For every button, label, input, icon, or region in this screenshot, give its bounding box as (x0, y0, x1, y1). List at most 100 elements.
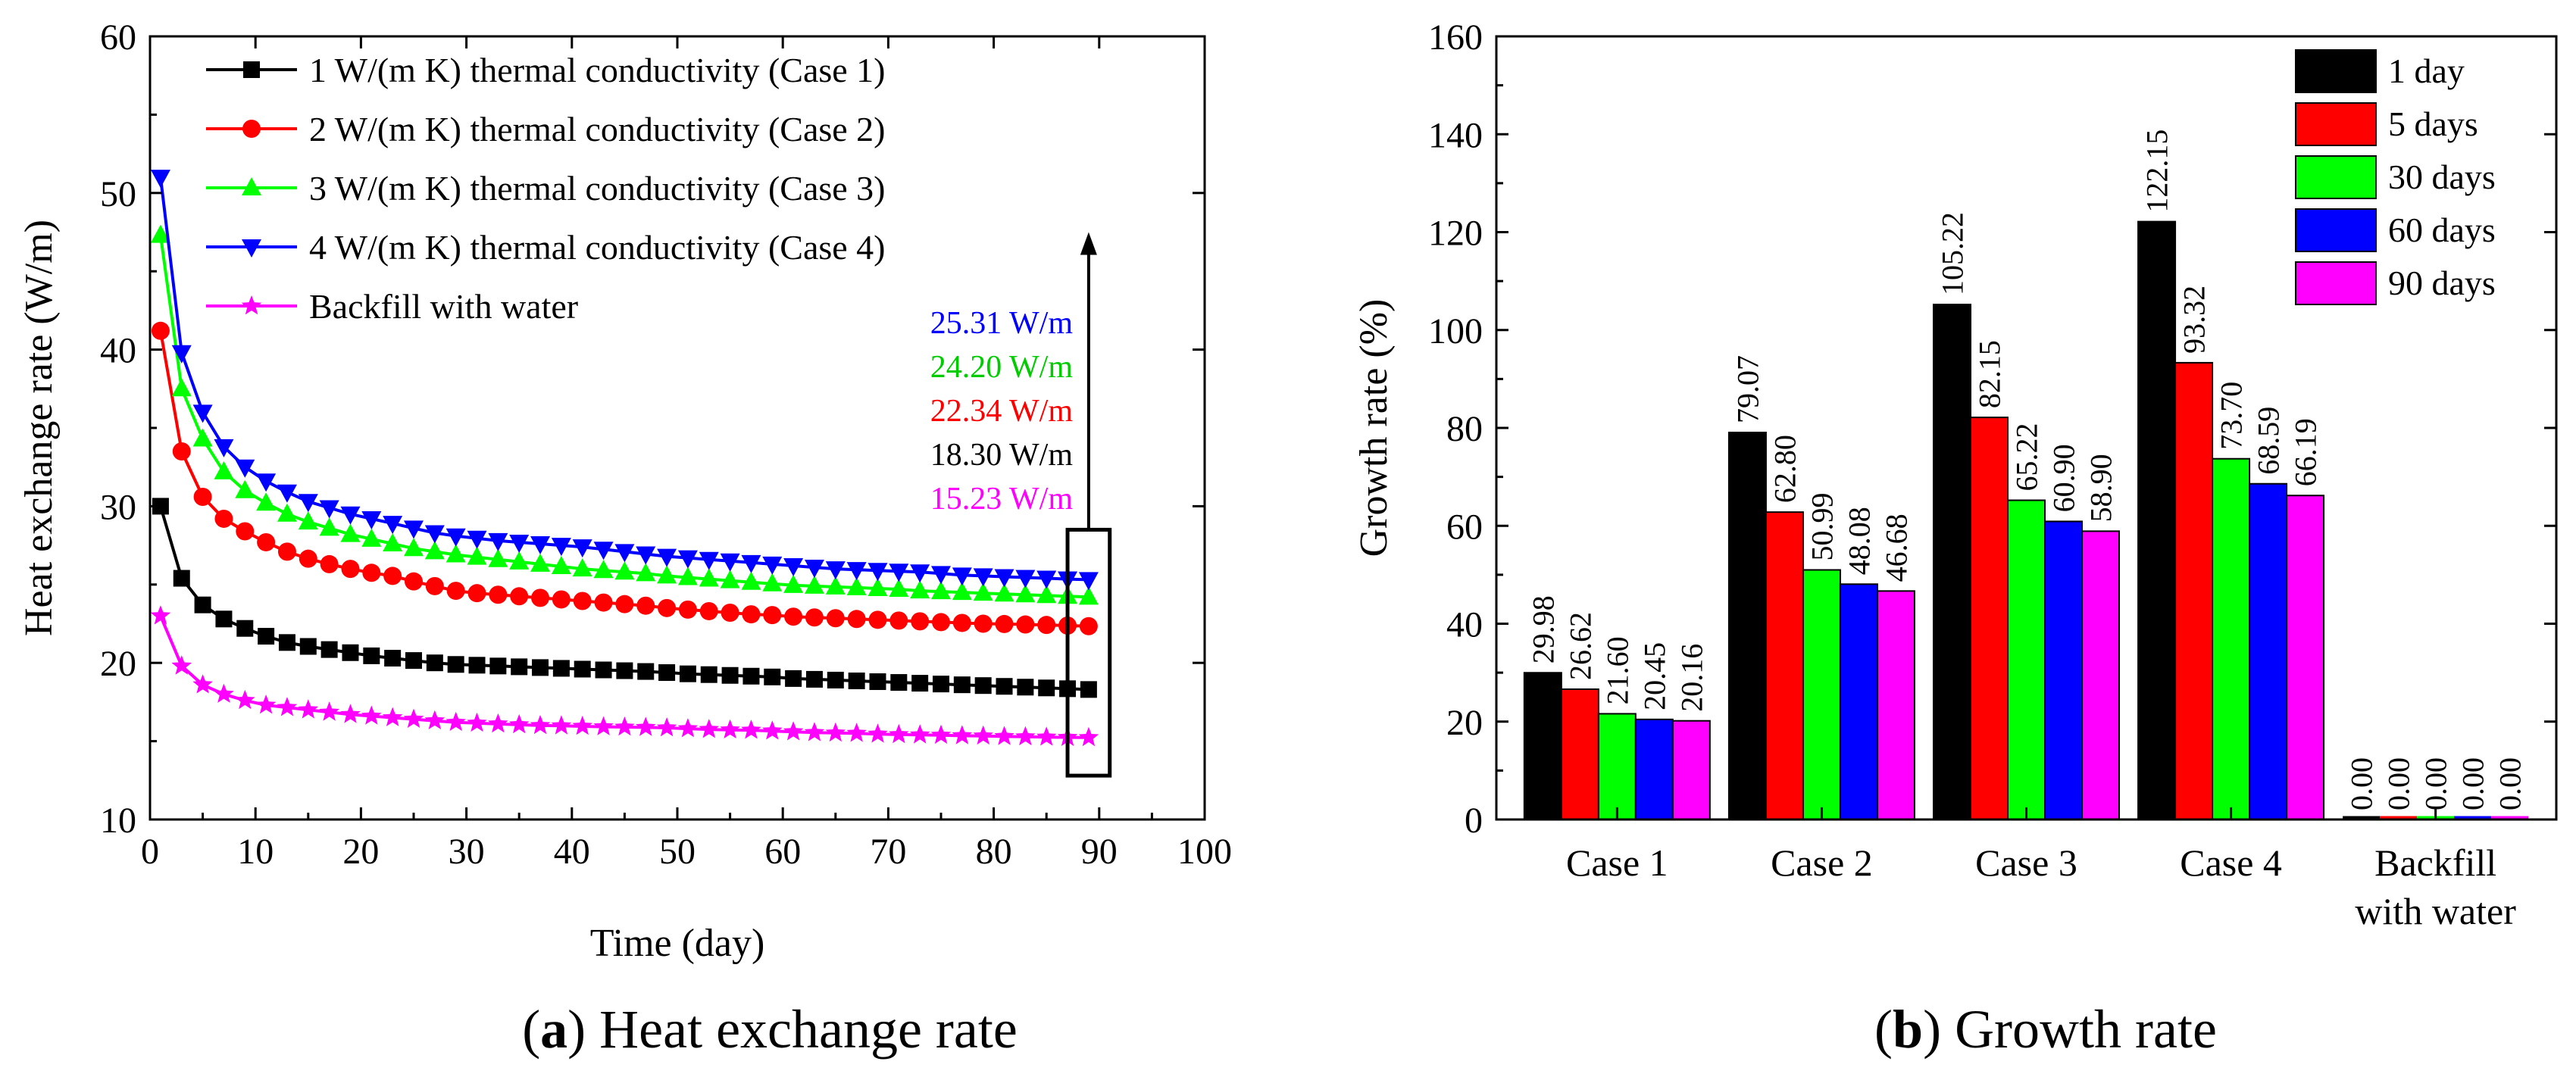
data-point (489, 657, 507, 675)
bar-value-label: 73.70 (2215, 382, 2249, 450)
data-point (572, 558, 592, 577)
data-point (657, 548, 677, 567)
x-tick-label: 10 (237, 832, 274, 872)
data-point (192, 428, 213, 447)
value-annotation: 25.31 W/m (930, 306, 1074, 341)
data-point (868, 610, 887, 629)
data-point (994, 583, 1014, 602)
data-point (679, 665, 696, 682)
data-point (615, 595, 634, 613)
y-axis-label: Heat exchange rate (W/m) (17, 220, 61, 636)
y-tick-label: 20 (100, 644, 136, 684)
data-point (1078, 726, 1099, 747)
data-point (551, 715, 572, 735)
data-point (909, 724, 930, 744)
data-point (762, 720, 783, 740)
data-point (911, 675, 929, 692)
data-point (150, 170, 170, 189)
data-point (825, 576, 846, 595)
y-tick-label: 100 (1428, 311, 1483, 351)
x-tick-label: 90 (1081, 832, 1118, 872)
data-point (403, 708, 424, 728)
data-point (383, 516, 403, 535)
data-point (952, 725, 973, 745)
data-point (214, 509, 233, 528)
data-point (171, 378, 192, 397)
caption-paren: ) (1923, 999, 1941, 1060)
data-point (889, 723, 909, 744)
data-point (593, 560, 614, 579)
data-point (868, 577, 888, 596)
data-point (488, 532, 508, 551)
data-point (741, 571, 761, 590)
legend-swatch (2295, 208, 2377, 252)
bar (2174, 361, 2214, 820)
data-point (530, 536, 551, 555)
series-2 (151, 321, 1098, 635)
bar-series-4: 20.45 48.08 60.90 68.59 0.00 (1634, 407, 2492, 821)
category-label: with water (2355, 890, 2516, 932)
data-point (657, 565, 677, 584)
data-point (320, 641, 338, 658)
data-point (614, 561, 635, 580)
data-point (868, 563, 888, 582)
y-tick-label: 20 (1446, 703, 1483, 743)
y-axis-label: Growth rate (%) (1352, 299, 1396, 557)
bar-value-label: 60.90 (2047, 444, 2081, 512)
data-point (742, 605, 761, 624)
data-point (258, 628, 275, 645)
data-point (868, 723, 888, 743)
bar-value-label: 26.62 (1563, 612, 1597, 680)
data-point (1078, 572, 1099, 591)
bar-value-label: 65.22 (2010, 423, 2044, 492)
legend-marker (242, 177, 261, 195)
value-annotation: 24.20 W/m (930, 350, 1074, 385)
legend-label: 4 W/(m K) thermal conductivity (Case 4) (309, 228, 886, 267)
data-point (235, 459, 255, 478)
data-point (508, 713, 530, 734)
data-point (445, 528, 466, 547)
data-point (299, 638, 317, 655)
data-point (445, 711, 466, 732)
data-point (804, 560, 824, 579)
data-point (804, 722, 825, 741)
value-annotation: 22.34 W/m (930, 394, 1074, 429)
bar-value-label: 0.00 (2345, 757, 2379, 810)
bar (2249, 482, 2288, 820)
bar-series-2: 26.62 62.80 82.15 93.32 0.00 (1560, 286, 2418, 821)
data-point (996, 678, 1013, 695)
data-point (404, 538, 424, 557)
data-point (235, 479, 255, 498)
data-point (467, 712, 487, 732)
data-point (1038, 679, 1055, 697)
x-tick-label: 80 (976, 832, 1012, 872)
bar (1970, 417, 2009, 820)
caption-b: (b) Growth rate (1874, 999, 2217, 1060)
data-point (319, 517, 339, 536)
series-4 (150, 170, 1099, 591)
x-tick-label: 40 (554, 832, 590, 872)
data-point (846, 576, 867, 595)
data-point (973, 725, 993, 745)
category-label: Case 3 (1975, 841, 2077, 884)
data-point (552, 660, 570, 677)
data-point (699, 719, 720, 738)
legend-label: 30 days (2388, 158, 2496, 196)
data-point (467, 584, 486, 603)
data-point (594, 593, 613, 612)
y-tick-label: 40 (1446, 605, 1483, 645)
legend-label: 60 days (2388, 211, 2496, 249)
value-annotation: 18.30 W/m (930, 438, 1074, 473)
data-point (235, 689, 255, 710)
bar-value-label: 50.99 (1805, 492, 1839, 560)
data-point (383, 567, 402, 585)
bar-value-label: 21.60 (1600, 636, 1634, 704)
data-point (741, 554, 761, 573)
data-point (762, 556, 783, 575)
bar (1876, 590, 1915, 820)
y-tick-label: 160 (1428, 17, 1483, 58)
data-point (635, 716, 656, 736)
data-point (1079, 617, 1098, 635)
caption-letter: b (1893, 999, 1923, 1060)
data-point (298, 511, 318, 530)
